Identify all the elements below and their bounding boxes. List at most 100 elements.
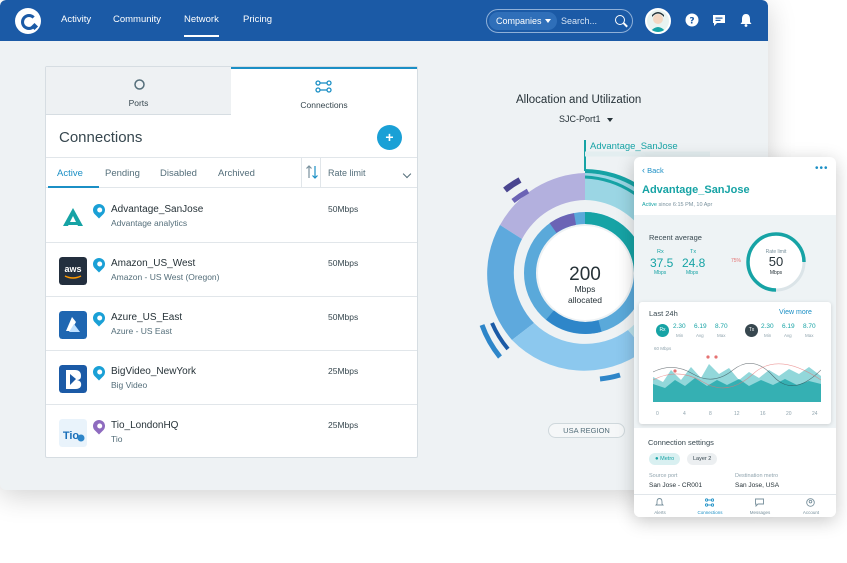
aws-logo: aws: [59, 257, 87, 285]
alert-marker: [673, 369, 677, 373]
location-pin-icon: [90, 363, 108, 381]
tab-ports-label: Ports: [128, 98, 149, 108]
nav-activity[interactable]: Activity: [61, 14, 92, 25]
connection-company: Amazon - US West (Oregon): [111, 272, 220, 282]
traffic-line: [653, 363, 821, 389]
nav-connections[interactable]: Connections: [697, 510, 723, 515]
view-more-link[interactable]: View more: [779, 309, 812, 316]
back-link[interactable]: ‹ Back: [642, 165, 664, 175]
rate-limit-gauge: Rate limit 50 Mbps: [746, 232, 806, 292]
ring-segment: [512, 323, 645, 371]
highlight-arc: [585, 169, 679, 233]
region-badge[interactable]: USA REGION: [548, 423, 625, 438]
location-pin-icon: ●: [655, 456, 659, 462]
connection-name: Amazon_US_West: [111, 258, 196, 269]
connection-name: Advantage_SanJose: [111, 204, 204, 215]
stat-label-avg: Avg: [696, 333, 704, 338]
tab-connections-label: Connections: [300, 100, 348, 110]
app-logo[interactable]: [15, 8, 41, 34]
port-select[interactable]: SJC-Port1: [559, 114, 601, 124]
active-since: Active since 6:15 PM, 10 Apr: [642, 202, 712, 208]
search-scope-select[interactable]: Companies: [489, 12, 557, 30]
source-port-value: San Jose - CR001: [649, 482, 703, 489]
gauge-fill: [746, 232, 806, 292]
connection-company: Big Video: [111, 380, 148, 390]
ring-segment: [500, 173, 585, 239]
connection-name: Azure_US_East: [111, 312, 183, 323]
avatar[interactable]: [645, 8, 671, 34]
filter-tabs: Active Pending Disabled Archived Rate li…: [46, 157, 417, 188]
search-input[interactable]: [561, 14, 609, 28]
center-disc: [538, 226, 632, 320]
tx-max: 8.70: [803, 323, 816, 330]
nav-pricing[interactable]: Pricing: [243, 14, 273, 25]
connection-row[interactable]: Advantage_SanJose Advantage analytics 50…: [46, 189, 417, 243]
mobile-title: Advantage_SanJose: [642, 184, 750, 196]
stat-label-max: Max: [805, 333, 814, 338]
connection-row[interactable]: Azure_US_East Azure - US East 50Mbps: [46, 297, 417, 351]
utilization-arc: [511, 188, 530, 203]
utilization-arc: [503, 177, 522, 193]
more-options-icon[interactable]: •••: [815, 163, 829, 174]
connections-icon: [705, 498, 714, 507]
help-icon[interactable]: ?: [685, 13, 699, 27]
filter-active[interactable]: Active: [57, 168, 83, 179]
rate-limit-header[interactable]: Rate limit: [328, 168, 366, 178]
bigvideo-logo: [59, 365, 87, 393]
allocation-title: Allocation and Utilization: [516, 94, 642, 106]
bell-icon[interactable]: [739, 13, 753, 27]
filter-archived[interactable]: Archived: [218, 168, 255, 179]
connection-row[interactable]: Tio Tio_LondonHQ Tio 25Mbps: [46, 405, 417, 459]
gauge-value: 50: [769, 254, 783, 269]
chevron-down-icon[interactable]: [402, 169, 412, 179]
nav-community[interactable]: Community: [113, 14, 162, 25]
alert-marker: [714, 355, 718, 359]
panel-title: Connections: [59, 129, 143, 146]
stat-label-avg: Avg: [784, 333, 792, 338]
tab-connections[interactable]: Connections: [231, 67, 417, 115]
azure-logo: [59, 311, 87, 339]
chevron-down-icon: [545, 19, 551, 23]
messages-icon[interactable]: [712, 13, 726, 27]
nav-messages[interactable]: Messages: [749, 510, 771, 515]
filter-disabled[interactable]: Disabled: [160, 168, 197, 179]
connection-rate: 50Mbps: [328, 312, 359, 322]
chevron-down-icon[interactable]: [607, 118, 613, 122]
rx-unit: Mbps: [654, 270, 667, 276]
svg-text:?: ?: [689, 17, 694, 27]
axis-tick: 16: [760, 411, 766, 417]
messages-icon: [755, 498, 764, 507]
ring-segment: [487, 225, 534, 340]
connections-icon: [315, 80, 332, 93]
metro-chip: ● Metro: [649, 453, 681, 465]
tab-ports[interactable]: Ports: [46, 67, 231, 115]
location-pin-icon: [90, 417, 108, 435]
filter-pending[interactable]: Pending: [105, 168, 140, 179]
rx-badge: Rx: [656, 324, 669, 337]
tx-badge: Tx: [745, 324, 758, 337]
tx-avg: 6.19: [782, 323, 795, 330]
user-avatar-icon: [650, 12, 666, 32]
nav-account[interactable]: Account: [802, 510, 820, 515]
center-unit: Mbps: [575, 284, 596, 294]
rx-min: 2.30: [673, 323, 686, 330]
nav-network[interactable]: Network: [184, 14, 219, 37]
add-connection-button[interactable]: +: [377, 125, 402, 150]
connection-row[interactable]: aws Amazon_US_West Amazon - US West (Ore…: [46, 243, 417, 297]
nav-alerts[interactable]: Alerts: [654, 510, 666, 515]
connection-row[interactable]: BigVideo_NewYork Big Video 25Mbps: [46, 351, 417, 405]
advantage-logo: [59, 203, 87, 231]
search-icon[interactable]: [615, 15, 625, 25]
connection-name: Tio_LondonHQ: [111, 420, 179, 431]
utilization-arc: [599, 372, 621, 382]
utilization-arc: [490, 322, 510, 351]
connection-company: Tio: [111, 434, 123, 444]
traffic-area: [653, 378, 821, 402]
search-bar: Companies: [486, 9, 633, 33]
svg-text:Tio: Tio: [63, 430, 80, 442]
stat-label-min: Min: [764, 333, 772, 338]
connections-panel: Ports Connections Connections + Active P…: [45, 66, 418, 458]
tio-logo: Tio: [59, 419, 87, 447]
sort-toggle[interactable]: [301, 158, 321, 187]
connection-rate: 50Mbps: [328, 204, 359, 214]
